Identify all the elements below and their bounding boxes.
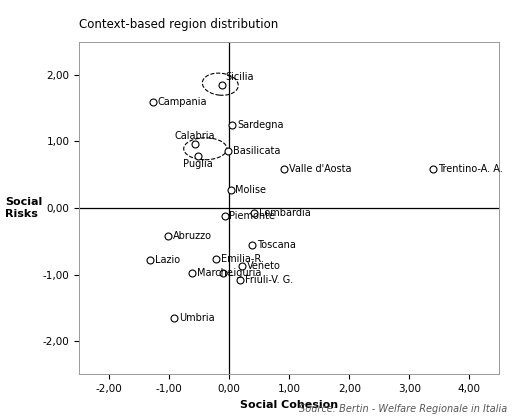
- Text: Trentino-A. A.: Trentino-A. A.: [438, 164, 503, 174]
- Text: Marche: Marche: [197, 267, 233, 277]
- Text: Valle d'Aosta: Valle d'Aosta: [289, 164, 352, 174]
- Text: Calabria: Calabria: [174, 131, 215, 141]
- Text: Friuli-V. G.: Friuli-V. G.: [245, 275, 293, 285]
- Text: Basilicata: Basilicata: [233, 146, 280, 156]
- Text: Umbria: Umbria: [179, 313, 215, 323]
- Text: Campania: Campania: [157, 97, 207, 106]
- Text: Liguria: Liguria: [228, 267, 262, 277]
- Text: Puglia: Puglia: [183, 159, 213, 169]
- Text: Piemonte: Piemonte: [229, 211, 275, 221]
- Text: Lombardia: Lombardia: [259, 208, 311, 218]
- Text: Molise: Molise: [236, 185, 266, 195]
- Text: Sardegna: Sardegna: [237, 120, 284, 130]
- Text: Lazio: Lazio: [155, 255, 180, 265]
- Text: Social
Risks: Social Risks: [5, 197, 42, 219]
- Text: Abruzzo: Abruzzo: [173, 231, 212, 241]
- Text: Toscana: Toscana: [257, 240, 296, 250]
- Text: Emilia-R.: Emilia-R.: [221, 254, 264, 264]
- Text: Veneto: Veneto: [247, 261, 281, 271]
- Text: Source: Bertin - Welfare Regionale in Italia: Source: Bertin - Welfare Regionale in It…: [298, 404, 507, 414]
- Text: Sicilia: Sicilia: [226, 72, 254, 82]
- X-axis label: Social Cohesion: Social Cohesion: [240, 400, 338, 410]
- Text: Context-based region distribution: Context-based region distribution: [79, 18, 279, 31]
